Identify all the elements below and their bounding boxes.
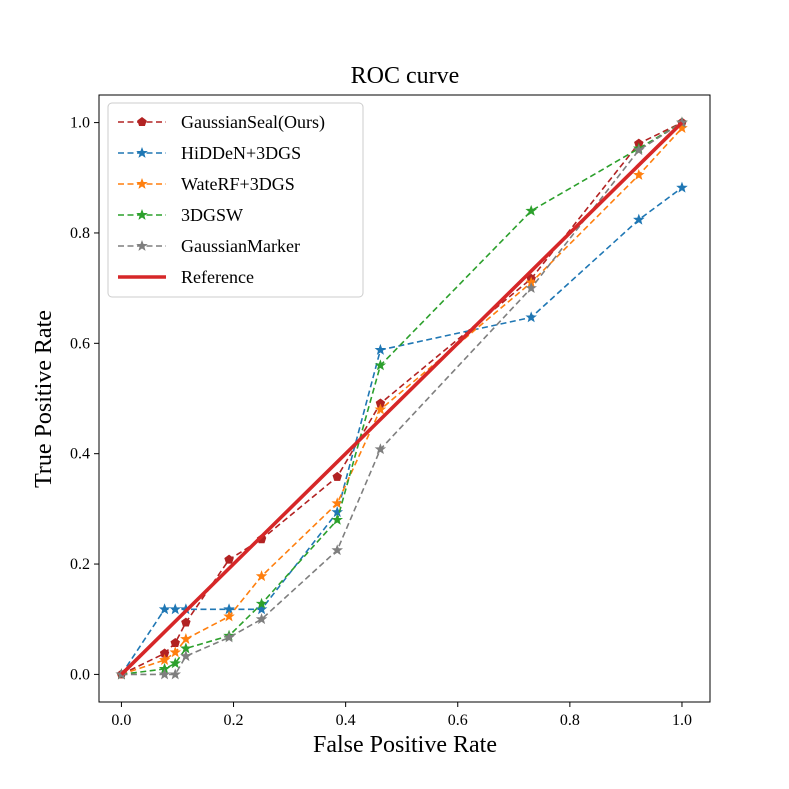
data-point-hidden-3dgs xyxy=(676,181,688,193)
data-point-waterf-3dgs xyxy=(158,654,171,665)
x-tick-label: 0.0 xyxy=(111,712,131,729)
legend-label: Reference xyxy=(181,267,254,287)
legend-marker xyxy=(136,146,148,158)
data-point-gaussianseal-ours xyxy=(170,637,180,647)
data-point-3dgsw xyxy=(169,657,181,669)
data-point-3dgsw xyxy=(374,359,387,371)
series-line-gaussianmarker xyxy=(121,121,683,676)
data-point-waterf-3dgs xyxy=(374,403,387,415)
data-point-gaussianmarker xyxy=(180,650,192,662)
data-point-gaussianmarker xyxy=(525,282,537,294)
legend-marker xyxy=(136,177,148,189)
data-point-gaussianmarker xyxy=(169,668,181,680)
data-point-hidden-3dgs xyxy=(525,311,537,323)
data-point-gaussianseal-ours xyxy=(181,617,191,627)
legend-marker xyxy=(136,208,148,220)
data-point-3dgsw xyxy=(525,204,537,216)
plot-frame xyxy=(98,94,711,703)
chart-title: ROC curve xyxy=(351,63,460,89)
x-tick-label: 0.6 xyxy=(448,712,468,729)
data-point-gaussianseal-ours xyxy=(224,554,234,564)
legend-label: HiDDeN+3DGS xyxy=(181,143,301,163)
x-tick-label: 0.2 xyxy=(224,712,244,729)
data-point-gaussianmarker xyxy=(633,144,645,156)
y-tick-label: 0.8 xyxy=(70,225,90,242)
data-point-waterf-3dgs xyxy=(223,610,235,622)
legend-label: 3DGSW xyxy=(181,205,243,225)
x-tick-label: 0.4 xyxy=(336,712,356,729)
legend: GaussianSeal(Ours) HiDDeN+3DGS WateRF+3DGS… xyxy=(107,102,364,298)
legend-marker xyxy=(136,239,148,251)
series-gaussianseal-ours xyxy=(116,117,687,679)
series-reference xyxy=(120,121,684,676)
legend-item-gaussianseal-ours: GaussianSeal(Ours) xyxy=(118,112,325,133)
y-tick-label: 1.0 xyxy=(70,115,90,132)
series-line-reference xyxy=(120,121,684,676)
data-point-gaussianmarker xyxy=(223,631,235,643)
x-tick-label: 1.0 xyxy=(672,712,692,729)
data-point-hidden-3dgs xyxy=(169,603,181,615)
data-point-hidden-3dgs xyxy=(633,213,645,225)
data-point-hidden-3dgs xyxy=(374,343,387,355)
data-point-hidden-3dgs xyxy=(158,603,171,615)
legend-box xyxy=(107,102,364,298)
series-hidden-3dgs xyxy=(115,181,688,680)
data-point-gaussianmarker xyxy=(374,443,387,455)
y-tick-label: 0.4 xyxy=(70,446,90,463)
y-tick-label: 0.6 xyxy=(70,335,90,352)
data-point-gaussianmarker xyxy=(255,613,268,625)
data-point-waterf-3dgs xyxy=(331,497,343,509)
data-point-3dgsw xyxy=(331,513,343,525)
data-point-waterf-3dgs xyxy=(255,570,268,582)
y-axis-label: True Positive Rate xyxy=(31,310,57,488)
data-point-waterf-3dgs xyxy=(633,168,645,180)
legend-item-reference: Reference xyxy=(118,267,254,287)
legend-item-3dgsw: 3DGSW xyxy=(118,205,243,225)
data-point-gaussianseal-ours xyxy=(332,471,342,481)
data-point-3dgsw xyxy=(255,597,268,609)
legend-label: GaussianSeal(Ours) xyxy=(181,112,325,133)
legend-label: GaussianMarker xyxy=(181,236,300,256)
legend-marker xyxy=(137,117,147,127)
data-point-gaussianmarker xyxy=(158,668,171,680)
axis-ticks: 0.0 0.2 0.4 0.6 0.8 1.0 0.0 0.2 0.4 0.6 0.8 1.0 xyxy=(70,115,692,729)
data-point-hidden-3dgs xyxy=(255,603,268,615)
data-point-waterf-3dgs xyxy=(180,633,192,644)
data-point-gaussianmarker xyxy=(331,544,343,556)
legend-item-waterf-3dgs: WateRF+3DGS xyxy=(118,174,295,194)
data-point-waterf-3dgs xyxy=(169,646,181,658)
x-axis-label: False Positive Rate xyxy=(313,732,497,758)
legend-label: WateRF+3DGS xyxy=(181,174,295,194)
legend-item-gaussianmarker: GaussianMarker xyxy=(118,236,300,256)
y-tick-label: 0.0 xyxy=(70,666,90,683)
legend-item-hidden-3dgs: HiDDeN+3DGS xyxy=(118,143,301,163)
y-tick-label: 0.2 xyxy=(70,556,90,573)
x-tick-label: 0.8 xyxy=(560,712,580,729)
series-layer xyxy=(115,116,688,680)
